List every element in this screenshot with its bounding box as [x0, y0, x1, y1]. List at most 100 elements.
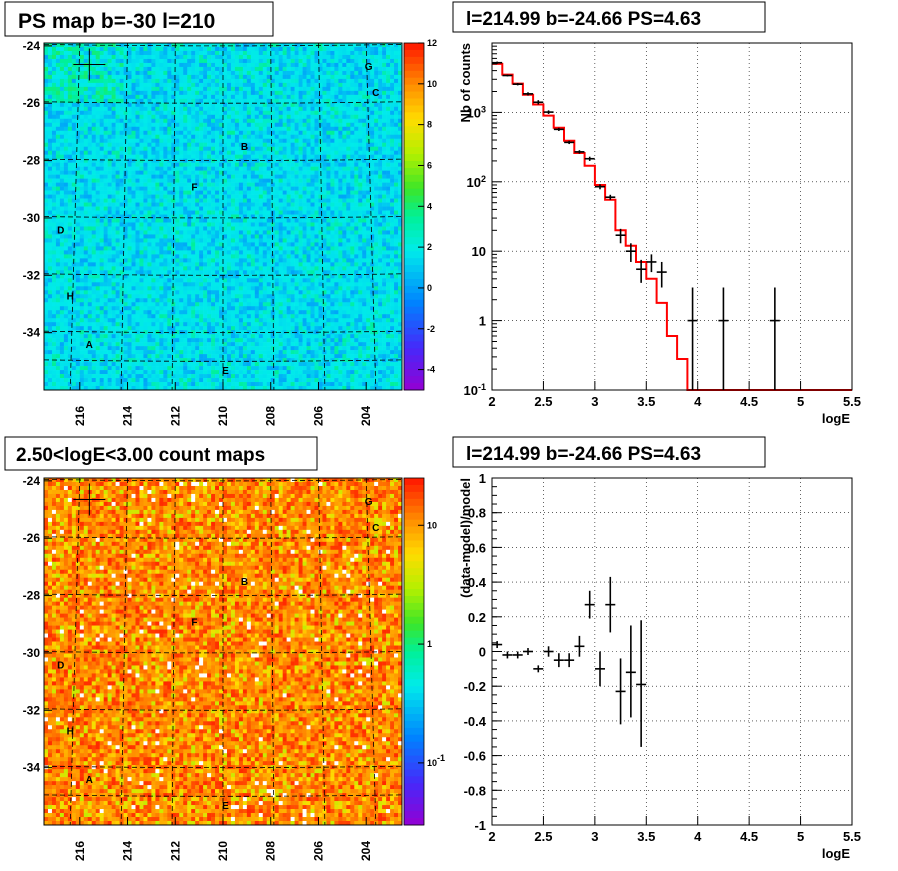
- map-cell: [299, 155, 303, 159]
- map-cell: [80, 147, 84, 151]
- map-cell: [322, 155, 326, 159]
- map-cell: [211, 95, 215, 99]
- map-cell: [223, 99, 227, 103]
- map-cell: [88, 91, 92, 95]
- map-cell: [84, 151, 88, 155]
- map-cell: [338, 111, 342, 115]
- map-cell: [291, 250, 295, 254]
- map-cell: [132, 103, 136, 107]
- map-cell: [175, 250, 179, 254]
- map-cell: [235, 87, 239, 91]
- map-cell: [92, 195, 96, 199]
- map-cell: [167, 75, 171, 79]
- map-cell: [330, 242, 334, 246]
- map-cell: [135, 83, 139, 87]
- map-cell: [179, 199, 183, 203]
- map-cell: [287, 155, 291, 159]
- map-cell: [295, 63, 299, 67]
- map-cell: [231, 242, 235, 246]
- map-cell: [231, 75, 235, 79]
- map-cell: [195, 254, 199, 258]
- map-cell: [342, 230, 346, 234]
- map-cell: [203, 99, 207, 103]
- map-cell: [112, 71, 116, 75]
- map-cell: [322, 183, 326, 187]
- map-cell: [72, 107, 76, 111]
- map-cell: [159, 135, 163, 139]
- map-cell: [334, 87, 338, 91]
- map-cell: [227, 230, 231, 234]
- map-cell: [48, 95, 52, 99]
- map-cell: [314, 95, 318, 99]
- map-cell: [259, 254, 263, 258]
- map-cell: [179, 79, 183, 83]
- map-cell: [88, 238, 92, 242]
- map-cell: [247, 183, 251, 187]
- map-cell: [132, 195, 136, 199]
- map-cell: [88, 59, 92, 63]
- map-cell: [378, 167, 382, 171]
- map-cell: [279, 167, 283, 171]
- map-cell: [163, 207, 167, 211]
- map-cell: [187, 167, 191, 171]
- map-cell: [76, 127, 80, 131]
- map-cell: [231, 63, 235, 67]
- map-cell: [394, 183, 398, 187]
- map-cell: [155, 131, 159, 135]
- map-cell: [56, 191, 60, 195]
- map-cell: [128, 131, 132, 135]
- map-cell: [223, 135, 227, 139]
- map-cell: [147, 87, 151, 91]
- map-cell: [279, 43, 283, 47]
- map-cell: [147, 226, 151, 230]
- map-cell: [215, 226, 219, 230]
- map-cell: [295, 211, 299, 215]
- map-cell: [338, 51, 342, 55]
- map-cell: [96, 71, 100, 75]
- map-cell: [322, 179, 326, 183]
- map-cell: [72, 95, 76, 99]
- map-cell: [207, 51, 211, 55]
- map-cell: [151, 254, 155, 258]
- map-cell: [322, 171, 326, 175]
- map-cell: [354, 167, 358, 171]
- map-cell: [370, 246, 374, 250]
- map-cell: [374, 211, 378, 215]
- map-cell: [44, 55, 48, 59]
- map-cell: [223, 207, 227, 211]
- map-cell: [247, 238, 251, 242]
- map-cell: [311, 215, 315, 219]
- map-cell: [342, 207, 346, 211]
- map-cell: [394, 175, 398, 179]
- map-cell: [358, 226, 362, 230]
- map-cell: [370, 175, 374, 179]
- map-cell: [251, 43, 255, 47]
- map-cell: [48, 191, 52, 195]
- map-cell: [354, 91, 358, 95]
- map-cell: [44, 171, 48, 175]
- map-cell: [171, 155, 175, 159]
- map-cell: [147, 175, 151, 179]
- map-cell: [338, 143, 342, 147]
- map-cell: [386, 167, 390, 171]
- map-cell: [112, 111, 116, 115]
- map-cell: [104, 79, 108, 83]
- map-cell: [334, 254, 338, 258]
- map-cell: [199, 51, 203, 55]
- map-cell: [191, 250, 195, 254]
- map-cell: [48, 99, 52, 103]
- map-cell: [44, 183, 48, 187]
- map-cell: [128, 107, 132, 111]
- map-cell: [211, 99, 215, 103]
- map-cell: [283, 51, 287, 55]
- map-cell: [239, 230, 243, 234]
- map-cell: [60, 203, 64, 207]
- map-cell: [390, 175, 394, 179]
- map-cell: [382, 135, 386, 139]
- map-cell: [263, 258, 267, 262]
- map-cell: [191, 91, 195, 95]
- map-cell: [116, 47, 120, 51]
- map-cell: [223, 83, 227, 87]
- map-cell: [120, 115, 124, 119]
- map-cell: [76, 262, 80, 266]
